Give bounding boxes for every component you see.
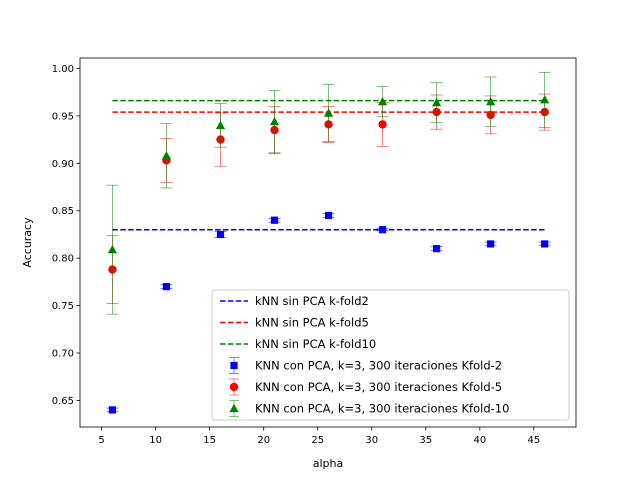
y-tick-label: 0.85 xyxy=(52,206,74,217)
x-tick-label: 45 xyxy=(527,435,540,446)
data-point xyxy=(378,226,387,234)
data-point xyxy=(269,116,280,126)
legend-handle-marker xyxy=(229,403,239,413)
data-point xyxy=(216,230,225,239)
y-tick-label: 0.75 xyxy=(52,301,74,312)
x-axis-label: alpha xyxy=(313,457,344,470)
x-tick-label: 35 xyxy=(419,435,432,446)
y-tick-label: 0.90 xyxy=(52,159,74,170)
data-point xyxy=(215,120,226,130)
x-tick-label: 40 xyxy=(473,435,486,446)
series-3 xyxy=(106,71,551,315)
ticks-layer: 5 10 15 20 25 30 35 40 45 0.65 0.70 0.75 0.80 0.85 0.9… xyxy=(52,64,540,446)
data-point xyxy=(324,211,333,220)
axes-frame xyxy=(79,57,577,428)
y-tick-label: 0.80 xyxy=(52,254,74,265)
x-tick-label: 10 xyxy=(149,435,162,446)
y-tick-label: 0.95 xyxy=(52,111,74,122)
data-point xyxy=(486,97,496,106)
legend-label: KNN con PCA, k=3, 300 iteraciones Kfold-… xyxy=(255,402,509,416)
data-point xyxy=(433,245,441,253)
x-tick-label: 20 xyxy=(257,435,270,446)
legend-label: KNN con PCA, k=3, 300 iteraciones Kfold-… xyxy=(255,380,502,394)
data-point xyxy=(378,120,387,129)
data-point xyxy=(107,245,118,254)
x-tick-label: 5 xyxy=(98,435,104,446)
data-point xyxy=(162,283,171,291)
data-point xyxy=(432,97,442,107)
x-tick-label: 15 xyxy=(203,435,216,446)
legend-label: kNN sin PCA k-fold2 xyxy=(255,294,369,308)
data-point xyxy=(377,97,388,106)
legend-label: kNN sin PCA k-fold5 xyxy=(255,316,369,330)
x-tick-label: 25 xyxy=(311,435,324,446)
data-point xyxy=(108,406,117,414)
legend-label: kNN sin PCA k-fold10 xyxy=(255,337,376,351)
data-point xyxy=(270,216,279,224)
data-point xyxy=(540,95,550,104)
y-tick-label: 0.65 xyxy=(52,396,74,407)
data-point xyxy=(487,240,495,248)
legend-handle-marker xyxy=(230,361,238,370)
y-tick-label: 1.00 xyxy=(52,64,74,75)
series-1 xyxy=(106,211,551,414)
data-point xyxy=(541,240,549,248)
data-point xyxy=(161,151,172,160)
legend-box xyxy=(211,289,570,421)
x-tick-label: 30 xyxy=(365,435,378,446)
y-axis-label: Accuracy xyxy=(21,217,34,268)
legend-handle-marker xyxy=(229,382,239,392)
legend: kNN sin PCA k-fold2 kNN sin PCA k-fold5 kN… xyxy=(211,289,570,421)
plot-layer xyxy=(106,71,551,414)
legend-label: KNN con PCA, k=3, 300 iteraciones Kfold-… xyxy=(255,359,502,373)
data-point xyxy=(323,108,334,117)
y-tick-label: 0.70 xyxy=(52,349,74,360)
